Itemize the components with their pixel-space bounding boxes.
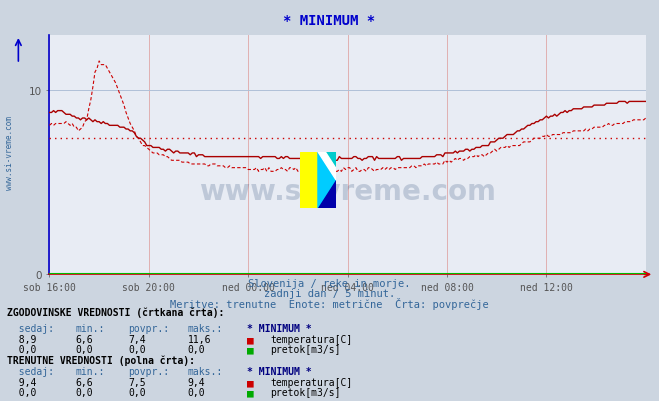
Text: TRENUTNE VREDNOSTI (polna črta):: TRENUTNE VREDNOSTI (polna črta): — [7, 355, 194, 365]
Text: min.:: min.: — [76, 323, 105, 333]
Text: ■: ■ — [247, 335, 254, 345]
Text: maks.:: maks.: — [188, 323, 223, 333]
Polygon shape — [318, 152, 336, 180]
Text: * MINIMUM *: * MINIMUM * — [283, 14, 376, 28]
Text: Slovenija / reke in morje.: Slovenija / reke in morje. — [248, 279, 411, 289]
Text: povpr.:: povpr.: — [129, 323, 169, 333]
Text: 0,0: 0,0 — [76, 387, 94, 397]
Text: sedaj:: sedaj: — [7, 366, 53, 376]
Text: povpr.:: povpr.: — [129, 366, 169, 376]
Text: 11,6: 11,6 — [188, 334, 212, 344]
Text: 7,5: 7,5 — [129, 377, 146, 387]
Text: pretok[m3/s]: pretok[m3/s] — [270, 387, 341, 397]
Text: 0,0: 0,0 — [7, 344, 36, 354]
Text: 0,0: 0,0 — [7, 387, 36, 397]
Text: * MINIMUM *: * MINIMUM * — [247, 366, 312, 376]
Polygon shape — [300, 152, 318, 209]
Text: 0,0: 0,0 — [76, 344, 94, 354]
Text: www.si-vreme.com: www.si-vreme.com — [199, 177, 496, 205]
Text: zadnji dan / 5 minut.: zadnji dan / 5 minut. — [264, 288, 395, 298]
Text: min.:: min.: — [76, 366, 105, 376]
Text: 8,9: 8,9 — [7, 334, 36, 344]
Polygon shape — [318, 152, 336, 209]
Text: 0,0: 0,0 — [188, 344, 206, 354]
Polygon shape — [318, 152, 336, 180]
Text: temperatura[C]: temperatura[C] — [270, 377, 353, 387]
Text: 6,6: 6,6 — [76, 377, 94, 387]
Polygon shape — [318, 180, 336, 209]
Text: pretok[m3/s]: pretok[m3/s] — [270, 344, 341, 354]
Text: 7,4: 7,4 — [129, 334, 146, 344]
Text: 0,0: 0,0 — [129, 344, 146, 354]
Text: 0,0: 0,0 — [129, 387, 146, 397]
Text: 9,4: 9,4 — [7, 377, 36, 387]
Text: ■: ■ — [247, 388, 254, 398]
Text: ■: ■ — [247, 378, 254, 388]
Text: www.si-vreme.com: www.si-vreme.com — [5, 115, 14, 189]
Text: temperatura[C]: temperatura[C] — [270, 334, 353, 344]
Text: ■: ■ — [247, 345, 254, 355]
Text: * MINIMUM *: * MINIMUM * — [247, 323, 312, 333]
Text: maks.:: maks.: — [188, 366, 223, 376]
Text: Meritve: trenutne  Enote: metrične  Črta: povprečje: Meritve: trenutne Enote: metrične Črta: … — [170, 297, 489, 309]
Text: 9,4: 9,4 — [188, 377, 206, 387]
Text: 0,0: 0,0 — [188, 387, 206, 397]
Text: ZGODOVINSKE VREDNOSTI (črtkana črta):: ZGODOVINSKE VREDNOSTI (črtkana črta): — [7, 307, 224, 317]
Text: sedaj:: sedaj: — [7, 323, 53, 333]
Text: 6,6: 6,6 — [76, 334, 94, 344]
